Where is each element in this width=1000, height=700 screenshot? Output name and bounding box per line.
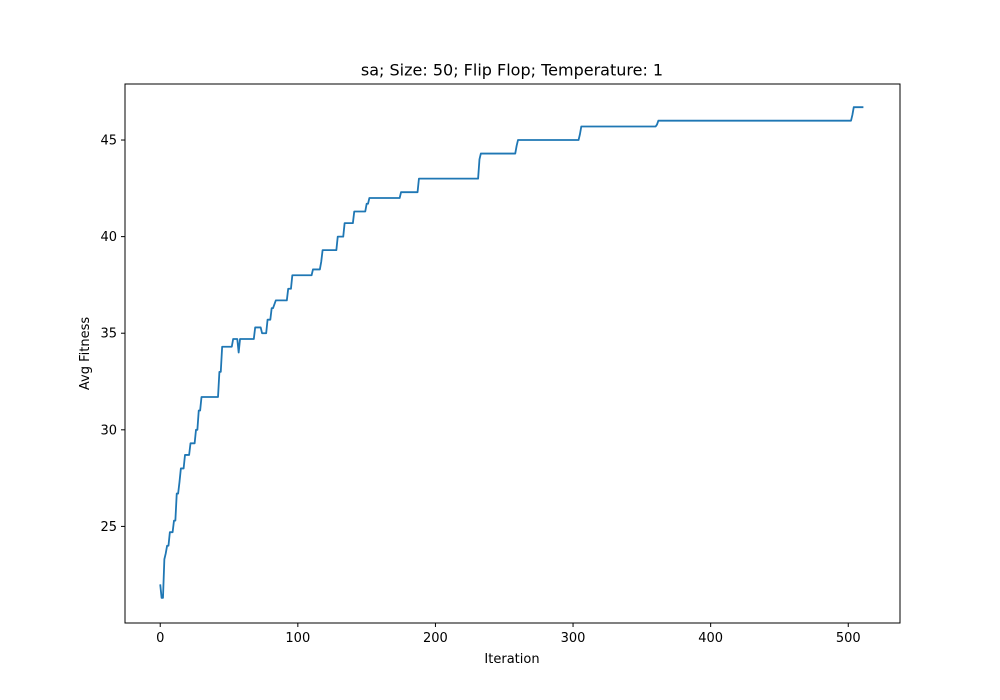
series-line-0 xyxy=(159,106,864,599)
x-tick-label: 0 xyxy=(156,631,164,646)
chart-title: sa; Size: 50; Flip Flop; Temperature: 1 xyxy=(361,61,663,80)
y-tick-label: 30 xyxy=(100,423,117,438)
x-axis-label: Iteration xyxy=(484,652,539,667)
x-axis: 0 100 200 300 400 500 xyxy=(156,623,861,646)
y-tick-label: 45 xyxy=(100,134,117,149)
plot-area xyxy=(159,106,864,599)
x-tick-label: 100 xyxy=(285,631,310,646)
axes-frame xyxy=(124,83,901,624)
y-tick-label: 40 xyxy=(100,230,117,245)
y-tick-label: 35 xyxy=(100,327,117,342)
y-axis-label: Avg Fitness xyxy=(78,317,93,390)
x-tick-label: 300 xyxy=(561,631,586,646)
x-tick-label: 500 xyxy=(836,631,861,646)
y-tick-label: 25 xyxy=(100,520,117,535)
y-axis: 25 30 35 40 45 xyxy=(100,134,125,535)
x-tick-label: 400 xyxy=(698,631,723,646)
x-tick-label: 200 xyxy=(423,631,448,646)
